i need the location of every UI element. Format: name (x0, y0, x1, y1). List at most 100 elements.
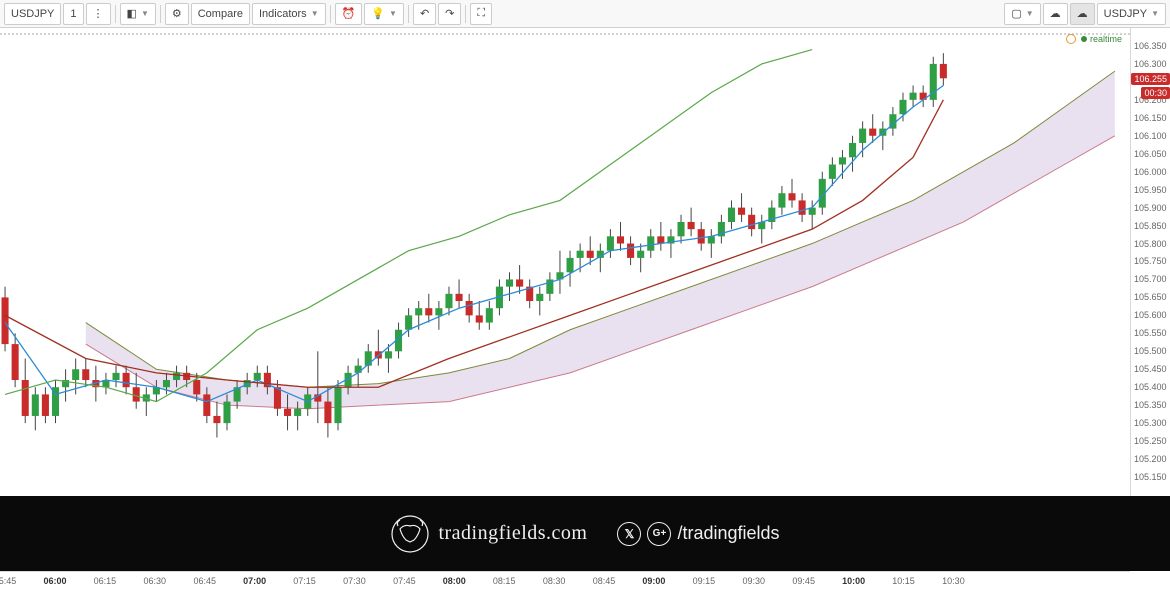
interval-selector[interactable]: 1 (63, 3, 83, 25)
countdown-badge: 00:30 (1141, 87, 1170, 99)
x-tick: 06:15 (94, 576, 117, 586)
y-tick: 105.350 (1134, 400, 1167, 410)
y-tick: 105.750 (1134, 256, 1167, 266)
y-tick: 106.050 (1134, 149, 1167, 159)
lightbulb-icon: 💡 (371, 7, 385, 20)
undo-button[interactable]: ↶ (413, 3, 436, 25)
separator (115, 5, 116, 23)
layout-button[interactable]: ▢▼ (1004, 3, 1040, 25)
y-tick: 105.550 (1134, 328, 1167, 338)
y-tick: 105.500 (1134, 346, 1167, 356)
x-tick: 10:15 (892, 576, 915, 586)
idea-button[interactable]: 💡▼ (364, 3, 404, 25)
x-tick: 07:15 (293, 576, 316, 586)
y-tick: 106.000 (1134, 167, 1167, 177)
x-tick: 07:45 (393, 576, 416, 586)
cloud-icon: ☁ (1050, 7, 1061, 20)
chart-area[interactable] (0, 28, 1130, 571)
y-tick: 106.350 (1134, 41, 1167, 51)
y-tick-lower: 60.0000 (1134, 514, 1167, 524)
y-tick: 106.100 (1134, 131, 1167, 141)
y-tick: 105.250 (1134, 436, 1167, 446)
x-tick: 08:15 (493, 576, 516, 586)
y-tick: 105.900 (1134, 203, 1167, 213)
y-tick-lower: 20.0000 (1134, 546, 1167, 556)
y-tick: 105.950 (1134, 185, 1167, 195)
toolbar-left: USDJPY 1 ⋮ ◧▼ ⚙ Compare Indicators▼ ⏰ 💡▼… (4, 3, 1002, 25)
y-tick: 106.150 (1134, 113, 1167, 123)
delay-icon (1066, 34, 1076, 44)
chevron-down-icon: ▼ (311, 9, 319, 18)
x-tick: 09:30 (743, 576, 766, 586)
x-tick: 10:30 (942, 576, 965, 586)
indicators-label: Indicators (259, 8, 307, 20)
y-tick: 105.650 (1134, 292, 1167, 302)
y-tick: 105.800 (1134, 239, 1167, 249)
x-tick: 09:00 (642, 576, 665, 586)
compare-label: Compare (198, 8, 243, 20)
symbol-right-selector[interactable]: USDJPY ▼ (1097, 3, 1166, 25)
undo-icon: ↶ (420, 7, 429, 20)
x-tick: 06:30 (144, 576, 167, 586)
separator (408, 5, 409, 23)
y-tick: 105.150 (1134, 472, 1167, 482)
x-tick: 08:00 (443, 576, 466, 586)
x-tick: 06:45 (193, 576, 216, 586)
indicators-button[interactable]: Indicators ▼ (252, 3, 326, 25)
candlestick-icon: ◧ (127, 7, 137, 20)
alert-icon: ⏰ (342, 7, 356, 20)
x-tick: 07:30 (343, 576, 366, 586)
x-tick: 08:30 (543, 576, 566, 586)
y-tick: 105.700 (1134, 274, 1167, 284)
realtime-label: realtime (1090, 34, 1122, 44)
alert-button[interactable]: ⏰ (335, 3, 363, 25)
x-tick: 09:45 (792, 576, 815, 586)
chart-style-button[interactable]: ◧▼ (120, 3, 156, 25)
y-tick-lower: 40.0000 (1134, 530, 1167, 540)
chevron-down-icon: ▼ (389, 9, 397, 18)
symbol-label: USDJPY (11, 8, 54, 20)
x-tick: 08:45 (593, 576, 616, 586)
x-tick: 07:00 (243, 576, 266, 586)
redo-icon: ↷ (445, 7, 454, 20)
separator (160, 5, 161, 23)
y-tick: 105.850 (1134, 221, 1167, 231)
chevron-down-icon: ▼ (1151, 9, 1159, 18)
cloud-down-icon: ☁ (1077, 7, 1088, 20)
chevron-down-icon: ▼ (141, 9, 149, 18)
realtime-badge: realtime (1066, 34, 1122, 44)
y-tick: 106.300 (1134, 59, 1167, 69)
toolbar-right: ▢▼ ☁ ☁ USDJPY▼ (1004, 3, 1166, 25)
separator (465, 5, 466, 23)
compare-button[interactable]: Compare (191, 3, 250, 25)
x-tick: 05:45 (0, 576, 16, 586)
price-badge: 106.255 (1131, 73, 1170, 85)
y-tick: 105.600 (1134, 310, 1167, 320)
symbol-selector[interactable]: USDJPY (4, 3, 61, 25)
chevron-down-icon: ▼ (1026, 9, 1034, 18)
x-tick: 10:00 (842, 576, 865, 586)
y-tick: 105.400 (1134, 382, 1167, 392)
x-tick: 09:15 (693, 576, 716, 586)
separator (330, 5, 331, 23)
x-axis[interactable]: 05:45 06:00 06:15 06:30 06:45 07:00 07:15 07:30… (0, 571, 1130, 593)
interval-menu[interactable]: ⋮ (86, 3, 111, 25)
x-tick: 06:00 (43, 576, 66, 586)
y-axis[interactable]: 105.150105.200105.250105.300105.350105.4… (1130, 28, 1170, 571)
interval-label: 1 (70, 8, 76, 20)
y-tick: 105.450 (1134, 364, 1167, 374)
right-symbol-label: USDJPY (1104, 8, 1147, 20)
toolbar: USDJPY 1 ⋮ ◧▼ ⚙ Compare Indicators▼ ⏰ 💡▼… (0, 0, 1170, 28)
fullscreen-icon: ⛶ (477, 7, 485, 20)
y-tick-lower: 80.0000 (1134, 498, 1167, 508)
chart-svg (0, 28, 1130, 571)
layout-icon: ▢ (1011, 7, 1021, 20)
gear-icon: ⚙ (172, 7, 182, 20)
fullscreen-button[interactable]: ⛶ (470, 3, 492, 25)
cloud-save-button[interactable]: ☁ (1070, 3, 1095, 25)
redo-button[interactable]: ↷ (438, 3, 461, 25)
settings-button[interactable]: ⚙ (165, 3, 189, 25)
realtime-dot-icon (1081, 36, 1087, 42)
y-tick: 105.300 (1134, 418, 1167, 428)
cloud-button[interactable]: ☁ (1043, 3, 1068, 25)
